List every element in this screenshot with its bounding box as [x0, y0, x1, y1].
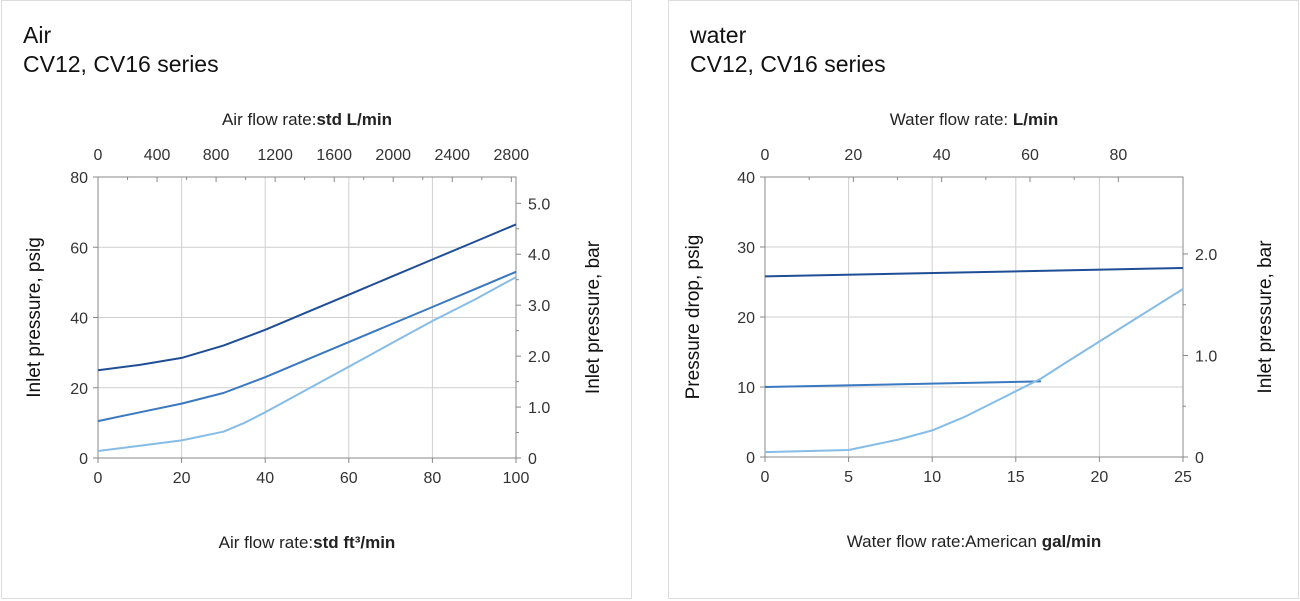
- right-tick-label: 5.0: [528, 196, 550, 213]
- top-axis-label-unit: std L/min: [316, 110, 392, 129]
- right-axis-label: Inlet pressure, bar: [583, 240, 604, 394]
- bottom-tick-label: 0: [761, 469, 770, 486]
- chart-title-line-1: Air: [23, 22, 52, 48]
- top-axis-label: Air flow rate:std L/min: [222, 110, 392, 129]
- left-tick-label: 0: [79, 451, 88, 468]
- series-line-2: [97, 270, 517, 423]
- chart-title: Air CV12, CV16 series: [23, 21, 219, 79]
- top-tick-label: 400: [144, 147, 171, 164]
- left-axis-label: Pressure drop, psig: [683, 235, 704, 400]
- left-tick-label: 0: [746, 450, 755, 467]
- bottom-tick-label: 0: [94, 470, 103, 487]
- top-tick-label: 2000: [375, 147, 411, 164]
- bottom-axis-label: Air flow rate:std ft³/min: [219, 533, 396, 552]
- top-tick-label: 80: [1109, 147, 1127, 164]
- bottom-axis-label-unit: gal/min: [1042, 532, 1102, 551]
- water-chart-svg: 0 5 10 15 20 250 20 40 60 8001020304001.02.0Water…: [683, 110, 1276, 551]
- top-tick-label: 1200: [257, 147, 293, 164]
- right-tick-label: 2.0: [528, 349, 550, 366]
- bottom-tick-label: 40: [256, 470, 274, 487]
- bottom-tick-label: 60: [340, 470, 358, 487]
- bottom-tick-label: 25: [1174, 469, 1192, 486]
- top-axis-label-prefix: Air flow rate:: [222, 110, 316, 129]
- series-line-3: [97, 276, 517, 452]
- series-line-3: [764, 288, 1184, 454]
- left-tick-label: 10: [737, 380, 755, 397]
- bottom-tick-label: 20: [173, 470, 191, 487]
- right-tick-label: 0: [528, 451, 537, 468]
- bottom-axis-label-prefix: Air flow rate:: [219, 533, 313, 552]
- chart-title: water CV12, CV16 series: [690, 21, 886, 79]
- top-tick-label: 2800: [494, 147, 530, 164]
- right-tick-label: 1.0: [528, 400, 550, 417]
- bottom-tick-label: 80: [424, 470, 442, 487]
- top-tick-label: 0: [761, 147, 770, 164]
- bottom-axis-label: Water flow rate:American gal/min: [847, 532, 1101, 551]
- air-chart-panel: Air CV12, CV16 series 0 20 40 60 80 100 0 400 80…: [1, 0, 632, 599]
- top-axis-label: Water flow rate: L/min: [890, 110, 1058, 129]
- top-tick-label: 800: [203, 147, 230, 164]
- bottom-tick-label: 10: [923, 469, 941, 486]
- left-tick-label: 60: [70, 240, 88, 257]
- water-chart-panel: water CV12, CV16 series 0 5 10 15 20 25 0 20 40 6…: [668, 0, 1299, 599]
- left-tick-label: 20: [737, 310, 755, 327]
- left-tick-label: 80: [70, 170, 88, 187]
- top-tick-label: 2400: [434, 147, 470, 164]
- chart-title-line-2: CV12, CV16 series: [690, 51, 886, 77]
- right-axis-label: Inlet pressure, bar: [1255, 240, 1276, 394]
- top-axis-label-prefix: Water flow rate:: [890, 110, 1013, 129]
- top-tick-label: 0: [94, 147, 103, 164]
- right-tick-label: 3.0: [528, 298, 550, 315]
- left-tick-label: 20: [70, 381, 88, 398]
- series-line-1: [764, 267, 1184, 278]
- bottom-axis-label-prefix: Water flow rate:American: [847, 532, 1042, 551]
- top-tick-label: 1600: [316, 147, 352, 164]
- bottom-axis-label-unit: std ft³/min: [313, 533, 395, 552]
- left-tick-label: 30: [737, 240, 755, 257]
- right-tick-label: 2.0: [1195, 247, 1217, 264]
- right-tick-label: 1.0: [1195, 348, 1217, 365]
- series-line-2: [764, 380, 1041, 388]
- bottom-tick-label: 5: [844, 469, 853, 486]
- top-tick-label: 60: [1021, 147, 1039, 164]
- bottom-tick-label: 15: [1007, 469, 1025, 486]
- right-tick-label: 4.0: [528, 247, 550, 264]
- top-axis-label-unit: L/min: [1013, 110, 1058, 129]
- series-line-1: [97, 223, 517, 372]
- left-tick-label: 40: [737, 170, 755, 187]
- chart-title-line-2: CV12, CV16 series: [23, 51, 219, 77]
- top-tick-label: 20: [844, 147, 862, 164]
- bottom-tick-label: 20: [1091, 469, 1109, 486]
- bottom-tick-label: 100: [503, 470, 530, 487]
- left-axis-label: Inlet pressure, psig: [24, 237, 45, 398]
- top-tick-label: 40: [933, 147, 951, 164]
- right-tick-label: 0: [1195, 450, 1204, 467]
- chart-title-line-1: water: [690, 22, 747, 48]
- left-tick-label: 40: [70, 311, 88, 328]
